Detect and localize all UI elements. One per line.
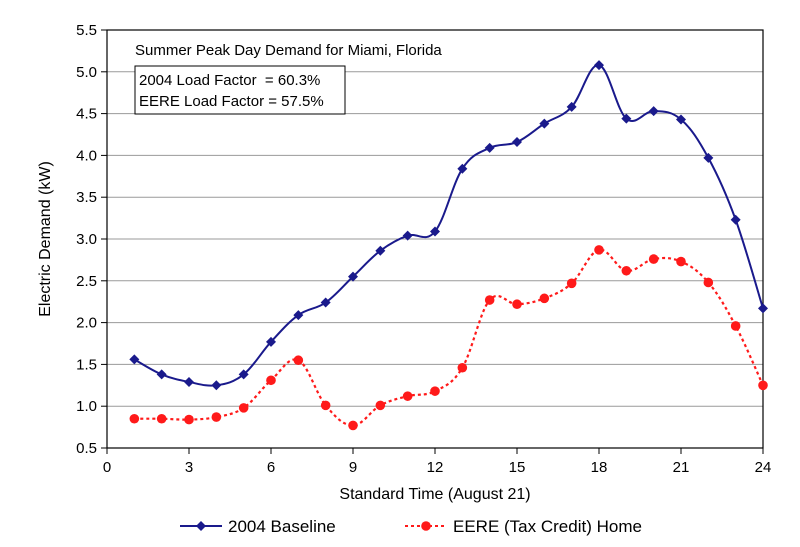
x-tick-label: 24 xyxy=(755,459,772,476)
data-point xyxy=(539,293,550,304)
x-axis: 0 3 6 9 12 15 18 21 24 xyxy=(103,448,772,476)
series-layer xyxy=(129,60,768,431)
y-tick-label: 2.5 xyxy=(76,273,97,290)
data-point xyxy=(566,278,577,289)
series-eere xyxy=(129,245,768,431)
data-point xyxy=(566,101,577,112)
data-point xyxy=(703,277,714,288)
data-point xyxy=(320,400,331,411)
series-line xyxy=(134,248,764,427)
data-point xyxy=(730,321,741,331)
data-point xyxy=(676,114,686,125)
y-tick-label: 2.0 xyxy=(76,315,97,332)
gridlines xyxy=(107,71,763,407)
data-point xyxy=(758,380,768,391)
y-axis: 0.5 1.0 1.5 2.0 2.5 3.0 3.5 4.0 4.5 5.0 5.5 xyxy=(76,22,107,457)
data-point xyxy=(402,391,413,401)
x-tick-label: 9 xyxy=(349,459,357,476)
data-point xyxy=(430,386,440,396)
legend-marker xyxy=(421,521,431,531)
x-tick-label: 18 xyxy=(591,459,608,476)
data-point xyxy=(594,245,604,255)
y-tick-label: 3.5 xyxy=(76,189,97,206)
x-tick-label: 15 xyxy=(509,459,526,476)
data-point xyxy=(375,245,386,256)
data-point xyxy=(348,420,358,431)
data-point xyxy=(594,60,604,71)
data-point xyxy=(156,413,167,424)
data-point xyxy=(266,336,276,347)
data-point xyxy=(266,375,276,386)
x-tick-label: 12 xyxy=(427,459,444,476)
y-tick-label: 0.5 xyxy=(76,440,97,457)
data-point xyxy=(730,214,741,225)
legend: 2004 Baseline EERE (Tax Credit) Home xyxy=(180,517,642,536)
annotation-eere-load-factor: EERE Load Factor = 57.5% xyxy=(139,93,324,110)
data-point xyxy=(320,297,331,308)
data-point xyxy=(758,303,768,314)
data-point xyxy=(457,163,468,174)
data-point xyxy=(375,400,386,411)
annotation-baseline-load-factor: 2004 Load Factor = 60.3% xyxy=(139,72,320,89)
load-factor-box xyxy=(134,65,346,115)
x-axis-label: Standard Time (August 21) xyxy=(339,486,530,503)
data-point xyxy=(402,230,413,241)
legend-label: EERE (Tax Credit) Home xyxy=(453,517,642,536)
y-tick-label: 1.0 xyxy=(76,398,97,415)
data-point xyxy=(129,354,140,365)
data-point xyxy=(484,142,495,153)
x-tick-label: 0 xyxy=(103,459,111,476)
data-point xyxy=(293,355,304,366)
data-point xyxy=(156,369,167,380)
data-point xyxy=(703,152,714,163)
data-point xyxy=(211,380,222,391)
data-point xyxy=(293,310,304,321)
y-tick-label: 4.5 xyxy=(76,106,97,123)
data-point xyxy=(129,413,140,424)
data-point xyxy=(621,113,632,124)
data-point xyxy=(621,265,632,276)
x-tick-label: 21 xyxy=(673,459,690,476)
series-baseline xyxy=(129,60,768,391)
x-tick-label: 6 xyxy=(267,459,275,476)
data-point xyxy=(648,254,659,264)
y-tick-label: 5.5 xyxy=(76,22,97,39)
legend-item-eere: EERE (Tax Credit) Home xyxy=(405,517,642,536)
data-point xyxy=(184,414,194,425)
data-point xyxy=(430,226,440,237)
legend-label: 2004 Baseline xyxy=(228,517,336,536)
chart-title: Summer Peak Day Demand for Miami, Florid… xyxy=(135,42,442,59)
legend-item-baseline: 2004 Baseline xyxy=(180,517,336,536)
data-point xyxy=(676,256,686,267)
data-point xyxy=(238,369,249,380)
data-point xyxy=(184,376,194,387)
data-point xyxy=(539,118,550,129)
data-point xyxy=(238,403,249,413)
y-tick-label: 4.0 xyxy=(76,147,97,164)
data-point xyxy=(457,362,468,373)
y-tick-label: 1.5 xyxy=(76,356,97,373)
data-point xyxy=(211,412,222,422)
y-axis-label: Electric Demand (kW) xyxy=(37,161,54,317)
legend-marker xyxy=(196,521,206,531)
data-point xyxy=(348,271,358,282)
data-point xyxy=(512,299,522,310)
x-tick-label: 3 xyxy=(185,459,193,476)
data-point xyxy=(648,106,659,117)
data-point xyxy=(512,137,522,148)
data-point xyxy=(484,295,495,305)
y-tick-label: 3.0 xyxy=(76,231,97,248)
y-tick-label: 5.0 xyxy=(76,64,97,81)
